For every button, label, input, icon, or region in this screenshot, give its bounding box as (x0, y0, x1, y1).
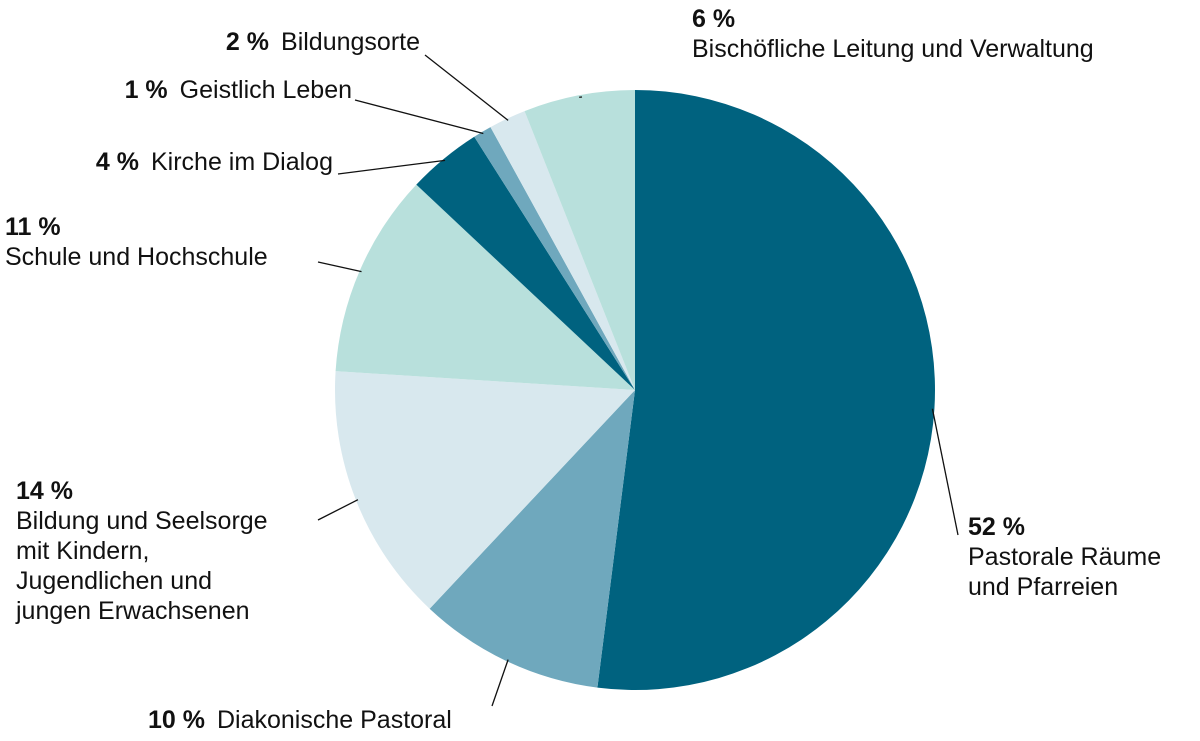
leader-line (491, 659, 509, 707)
pie-slice (524, 90, 635, 390)
value-label: 52 % (968, 513, 1025, 541)
leader-line (337, 159, 446, 175)
value-label: 6 % (692, 5, 736, 33)
slice-label: 10 % Diakonische Pastoral (148, 705, 452, 735)
leader-line (317, 499, 359, 521)
pie-slice (474, 127, 635, 390)
category-label: Geistlich Leben (179, 76, 352, 104)
value-label: 10 % (148, 706, 205, 734)
pie-slice (416, 136, 635, 390)
pie-slice (597, 90, 935, 690)
category-label: Bildung und Seelsorge mit Kindern, Jugen… (16, 507, 268, 625)
slice-label: 6 % Bischöfliche Leitung und Verwaltung (692, 4, 1094, 64)
pie-slice (429, 390, 635, 688)
value-label: 1 % (124, 76, 168, 104)
category-label: Pastorale Räume und Pfarreien (968, 543, 1162, 601)
slice-label: 4 % Kirche im Dialog (96, 147, 333, 177)
slice-label: 52 % Pastorale Räume und Pfarreien (968, 512, 1161, 602)
slice-label: 11 % Schule und Hochschule (5, 212, 268, 272)
slice-label: 2 % Bildungsorte (226, 27, 420, 57)
category-label: Kirche im Dialog (150, 148, 333, 176)
category-label: Diakonische Pastoral (216, 706, 452, 734)
leader-line (424, 54, 509, 121)
leader-line (317, 261, 362, 273)
leader-line (354, 99, 484, 135)
category-label: Schule und Hochschule (5, 243, 268, 271)
leader-line (931, 408, 959, 536)
slice-label: 14 % Bildung und Seelsorge mit Kindern, J… (16, 476, 268, 626)
pie-slice (335, 184, 635, 390)
pie-slice (335, 371, 635, 609)
slice-label: 1 % Geistlich Leben (125, 75, 352, 105)
pie-slice (490, 111, 635, 391)
value-label: 11 % (5, 213, 61, 241)
value-label: 14 % (16, 477, 73, 505)
category-label: Bischöfliche Leitung und Verwaltung (692, 35, 1094, 63)
value-label: 2 % (225, 28, 270, 56)
category-label: Bildungsorte (281, 28, 420, 56)
value-label: 4 % (95, 148, 139, 176)
